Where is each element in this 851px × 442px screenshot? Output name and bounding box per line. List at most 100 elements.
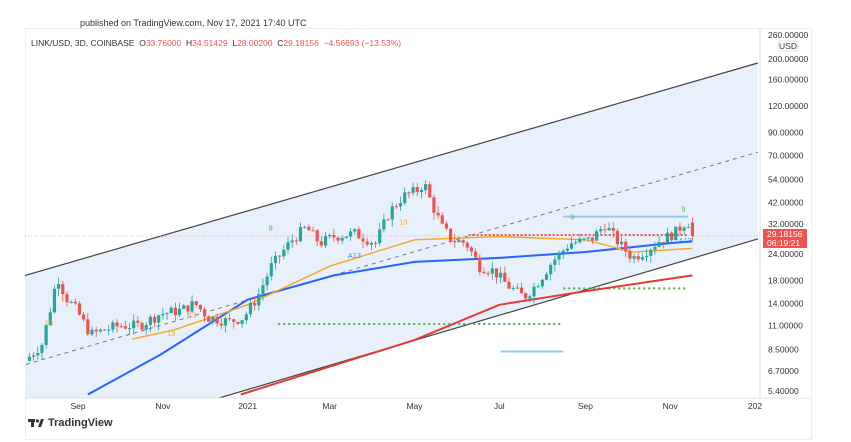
price-tick-label: 5.40000: [768, 386, 799, 396]
candle-body: [278, 255, 282, 257]
candle-body: [253, 303, 257, 306]
candle-body: [273, 255, 278, 264]
candle-body: [511, 288, 515, 290]
candle-body: [415, 187, 419, 193]
high-label: H: [186, 38, 193, 48]
price-tick-label: 70.00000: [768, 151, 804, 161]
candle-body: [628, 251, 632, 259]
candle-body: [169, 307, 173, 314]
candle-body: [102, 329, 107, 331]
channel-upper-line: [25, 62, 758, 277]
signal-annotation: 13: [167, 329, 175, 338]
candle-body: [82, 314, 86, 320]
candle-body: [474, 251, 478, 258]
candle-body: [373, 242, 378, 244]
candle-body: [215, 317, 219, 324]
candle-body: [198, 304, 203, 310]
candle-body: [528, 296, 532, 299]
candle-body: [77, 303, 82, 315]
symbol-legend: LINK/USD, 3D, COINBASE O33.76000 H34.514…: [31, 38, 401, 48]
candle-body: [469, 247, 474, 252]
current-price-tag: [763, 228, 807, 248]
candle-body: [261, 285, 265, 295]
candle-body: [378, 229, 382, 244]
candle-body: [632, 256, 636, 259]
candle-body: [307, 226, 311, 231]
candle-body: [428, 184, 432, 198]
candle-body: [132, 320, 136, 329]
candle-body: [140, 322, 144, 330]
candle-body: [65, 294, 69, 303]
candle-body: [561, 250, 565, 253]
candle-body: [257, 294, 261, 306]
candle-body: [645, 255, 649, 258]
candle-body: [398, 203, 403, 207]
candle-body: [482, 271, 486, 274]
candle-body: [636, 256, 640, 260]
open-label: O: [139, 38, 146, 48]
candle-body: [453, 240, 457, 243]
candle-body: [298, 227, 303, 242]
price-tick-label: 8.50000: [768, 344, 799, 354]
channel-fill: [25, 62, 758, 398]
signal-annotation: 13: [188, 311, 196, 320]
candle-body: [649, 249, 653, 256]
tradingview-logo-text: TradingView: [48, 417, 113, 429]
chart-frame: [25, 28, 812, 440]
candle-body: [607, 228, 611, 231]
candle-body: [127, 328, 132, 330]
candle-body: [653, 246, 657, 250]
symbol-info: LINK/USD, 3D, COINBASE: [31, 38, 135, 48]
time-tick-label: Mar: [322, 401, 337, 411]
candle-body: [48, 312, 52, 325]
signal-annotation: 9: [681, 205, 685, 214]
price-tick-label: 90.00000: [768, 127, 804, 137]
price-tick-label: 11.00000: [768, 321, 803, 331]
signal-annotation: A13: [348, 251, 361, 260]
candle-body: [465, 242, 469, 248]
candle-body: [478, 257, 482, 272]
candle-body: [507, 281, 511, 289]
current-price-label: 29.18156: [767, 229, 803, 239]
candle-body: [248, 303, 253, 315]
price-tick-label: 14.00000: [768, 298, 804, 308]
tradingview-logo[interactable]: TradingView: [28, 417, 113, 429]
candle-body: [574, 242, 578, 244]
candle-body: [457, 240, 461, 243]
candle-body: [161, 313, 165, 316]
candle-body: [36, 353, 40, 356]
candle-body: [678, 226, 682, 231]
candle-body: [157, 315, 161, 323]
price-tick-label: 200.00000: [768, 54, 808, 64]
candle-body: [119, 326, 123, 328]
candle-body: [348, 231, 353, 237]
candle-body: [544, 274, 549, 280]
signal-annotation: A13: [679, 236, 692, 245]
candle-body: [232, 319, 236, 322]
price-tick-label: 24.00000: [768, 249, 804, 259]
price-tick-label: 54.00000: [768, 174, 804, 184]
low-value: 28.00200: [237, 38, 273, 48]
candle-body: [282, 249, 286, 257]
candle-body: [136, 320, 140, 323]
candle-body: [440, 215, 444, 224]
candle-body: [32, 355, 36, 357]
candle-body: [524, 293, 528, 299]
candle-body: [519, 287, 524, 294]
time-tick-label: 2021: [238, 401, 257, 411]
candle-body: [586, 237, 590, 239]
candle-body: [190, 301, 194, 312]
candle-body: [98, 329, 102, 332]
candle-body: [432, 197, 436, 213]
candle-body: [436, 212, 440, 216]
time-tick-label: 202: [748, 401, 762, 411]
candle-body: [336, 237, 340, 241]
candle-body: [674, 226, 678, 241]
candle-body: [236, 321, 240, 324]
candle-body: [219, 323, 223, 326]
candle-body: [353, 229, 357, 232]
candle-body: [61, 284, 65, 295]
candle-body: [390, 206, 394, 220]
channel-middle-line: [25, 151, 758, 366]
